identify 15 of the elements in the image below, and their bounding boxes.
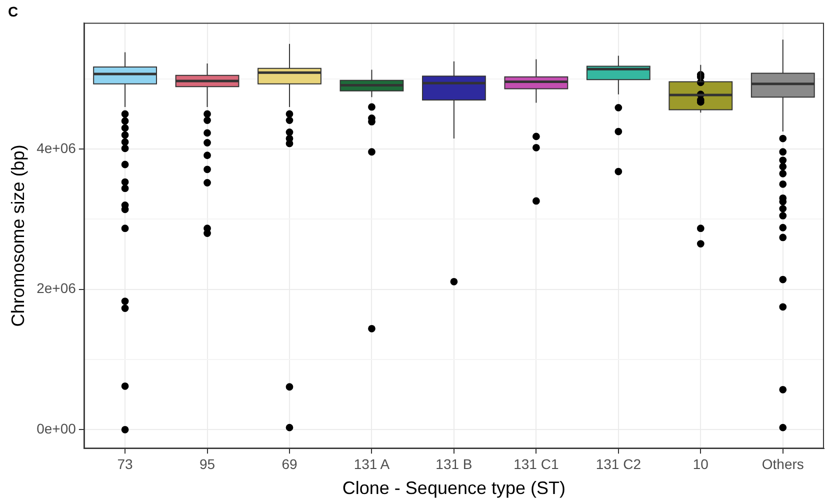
y-tick-label: 2e+06: [36, 280, 76, 296]
x-tick-label: 131 B: [436, 456, 472, 472]
x-tick-label: 73: [117, 456, 134, 472]
x-tick-label: 10: [692, 456, 709, 472]
x-tick-label: 131 C1: [514, 456, 559, 472]
x-tick-label: 131 A: [354, 456, 390, 472]
y-tick-label: 0e+00: [36, 420, 76, 437]
x-tick-label: 69: [282, 456, 298, 472]
x-axis-title: Clone - Sequence type (ST): [342, 478, 566, 498]
chart-title: C: [8, 3, 18, 20]
x-tick-label: Others: [762, 456, 804, 472]
x-tick-label: 95: [199, 456, 216, 472]
x-tick-label: 131 C2: [596, 456, 642, 472]
y-tick-label: 4e+06: [36, 140, 76, 156]
y-axis-title: Chromosome size (bp): [8, 144, 28, 327]
